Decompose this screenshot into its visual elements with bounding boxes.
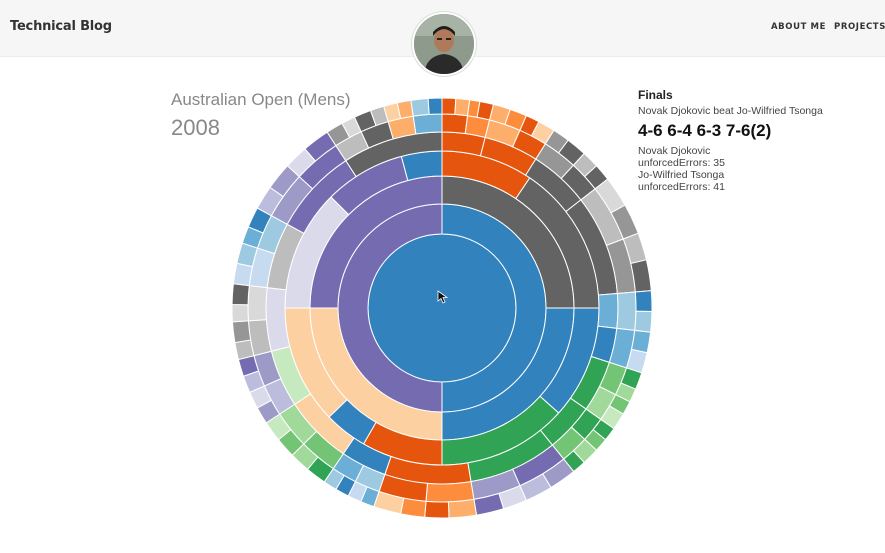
sunburst-arc-level5-8[interactable] [616,291,637,331]
sunburst-arc-level6-34[interactable] [400,497,427,518]
player2-name: Jo-Wilfried Tsonga [638,169,725,181]
sunburst-arc-level6-49[interactable] [232,320,252,344]
match-info-panel: Finals Novak Djokovic beat Jo-Wilfried T… [638,88,878,193]
sunburst-chart[interactable] [232,98,652,518]
sunburst-arc-level6-0[interactable] [441,98,457,115]
sunburst-arc-level6-66[interactable] [410,98,430,117]
sunburst-arc-level6-67[interactable] [427,98,443,115]
sunburst-arc-level6-16[interactable] [634,290,652,312]
player1-stat: unforcedErrors: 35 [638,157,725,169]
player2-stat: unforcedErrors: 41 [638,181,725,193]
nav-about-me[interactable]: ABOUT ME [771,22,827,32]
sunburst-arc-level6-48[interactable] [234,339,255,361]
sunburst-arc-level4-4[interactable] [597,292,619,329]
round-label: Finals [638,88,673,102]
sunburst-arc-level5-16[interactable] [425,481,475,503]
sunburst-arc-level5-33[interactable] [412,113,443,135]
sunburst-arc-level5-25[interactable] [247,285,268,322]
sunburst-arc-level6-33[interactable] [424,500,450,518]
nav-projects[interactable]: PROJECTS [834,22,885,32]
sunburst-arc-level6-17[interactable] [634,310,652,333]
mouse-cursor-icon [437,290,449,304]
sunburst-arc-level3-9[interactable] [400,150,443,182]
player1-name: Novak Djokovic [638,145,711,157]
match-score: 4-6 6-4 6-3 7-6(2) [638,121,772,140]
sunburst-arc-level5-0[interactable] [441,113,469,135]
sunburst-arc-level6-52[interactable] [232,262,254,287]
tournament-year: 2008 [171,115,220,140]
sunburst-arc-level6-18[interactable] [630,329,652,354]
site-brand[interactable]: Technical Blog [10,19,112,34]
match-result: Novak Djokovic beat Jo-Wilfried Tsonga [638,105,823,117]
sunburst-arc-level0-0[interactable] [367,233,517,383]
sunburst-arc-level6-51[interactable] [232,283,250,306]
sunburst-arc-level6-32[interactable] [447,498,478,518]
sunburst-arc-level6-50[interactable] [232,304,249,323]
tournament-title: Australian Open (Mens) [171,90,351,109]
avatar[interactable] [412,12,476,76]
